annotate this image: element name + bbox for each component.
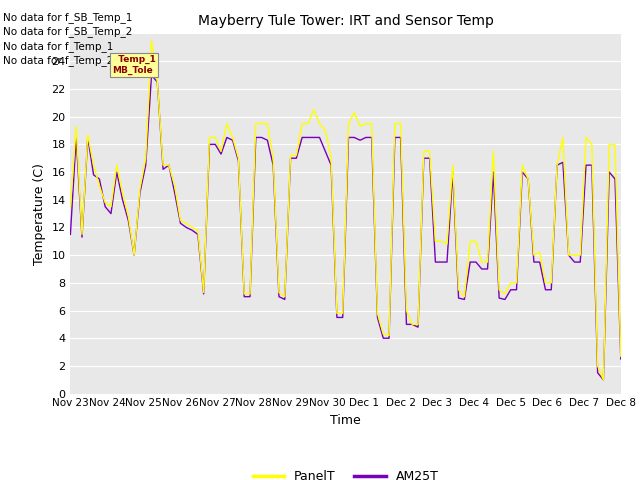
Y-axis label: Temperature (C): Temperature (C) xyxy=(33,163,45,264)
Text: No data for f_SB_Temp_2: No data for f_SB_Temp_2 xyxy=(3,26,132,37)
Text: No data for f_SB_Temp_1: No data for f_SB_Temp_1 xyxy=(3,12,132,23)
X-axis label: Time: Time xyxy=(330,414,361,427)
Text: Temp_1
MB_Tole: Temp_1 MB_Tole xyxy=(112,55,156,75)
Text: No data for f_Temp_2: No data for f_Temp_2 xyxy=(3,55,113,66)
Title: Mayberry Tule Tower: IRT and Sensor Temp: Mayberry Tule Tower: IRT and Sensor Temp xyxy=(198,14,493,28)
Text: No data for f_Temp_1: No data for f_Temp_1 xyxy=(3,41,113,52)
Legend: PanelT, AM25T: PanelT, AM25T xyxy=(248,465,444,480)
